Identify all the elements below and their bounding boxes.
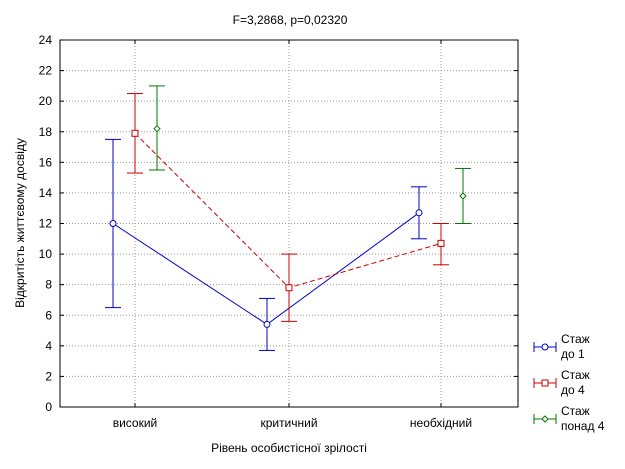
marker-circle <box>109 220 117 227</box>
chart-title: F=3,2868, p=0,02320 <box>233 13 348 27</box>
marker-circle <box>263 320 271 328</box>
legend-label: Стаж понад 4 <box>561 404 605 433</box>
series-layer <box>105 85 471 351</box>
y-tick-label: 0 <box>45 400 52 414</box>
marker-circle <box>415 209 423 217</box>
x-axis-label: Рівень особистісної зрілості <box>211 441 367 455</box>
y-tick-label: 24 <box>39 33 53 47</box>
y-tick-label: 22 <box>39 64 53 78</box>
y-tick-label: 10 <box>39 247 53 261</box>
x-tick-label: високий <box>113 416 158 430</box>
marker-circle <box>541 343 549 351</box>
marker-square <box>285 284 293 292</box>
marker-diamond <box>541 415 549 423</box>
marker-square <box>541 379 549 387</box>
y-tick-label: 2 <box>45 369 52 383</box>
series-1 <box>105 138 427 351</box>
legend-label: Стаж до 1 <box>561 332 590 361</box>
legend-item-3: Стаж понад 4 <box>533 404 605 433</box>
x-tick-label: необхідний <box>410 416 472 430</box>
y-tick-label: 8 <box>45 278 52 292</box>
legend-label: Стаж до 4 <box>561 368 590 397</box>
y-tick-label: 4 <box>45 339 52 353</box>
legend-item-1: Стаж до 1 <box>533 332 590 361</box>
grid <box>60 40 518 407</box>
y-tick-label: 16 <box>39 155 53 169</box>
series-2 <box>127 93 449 322</box>
legend: Стаж до 1 Стаж до 4 Стаж понад 4 <box>533 332 605 433</box>
marker-square <box>131 129 139 137</box>
y-tick-label: 20 <box>39 94 53 108</box>
y-tick-label: 14 <box>39 186 53 200</box>
y-tick-label: 12 <box>39 217 53 231</box>
marker-square <box>437 239 445 247</box>
marker-diamond <box>459 192 467 200</box>
legend-item-2: Стаж до 4 <box>533 368 590 397</box>
series-line <box>134 132 442 289</box>
y-axis-label: Відкритість життєвому досвіду <box>13 138 27 308</box>
series-line <box>112 212 420 326</box>
x-tick-label: критичний <box>260 416 317 430</box>
marker-diamond <box>153 124 161 133</box>
series-3 <box>149 85 471 224</box>
y-tick-label: 6 <box>45 308 52 322</box>
y-tick-label: 18 <box>39 125 53 139</box>
